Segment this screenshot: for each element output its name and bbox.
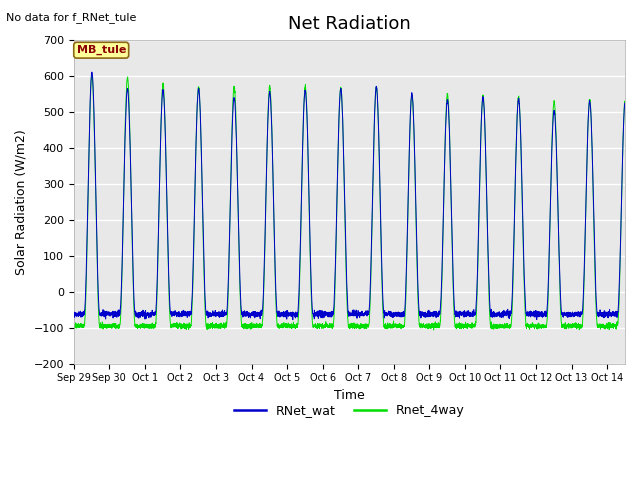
Title: Net Radiation: Net Radiation [288, 15, 411, 33]
Y-axis label: Solar Radiation (W/m2): Solar Radiation (W/m2) [15, 129, 28, 275]
X-axis label: Time: Time [334, 389, 365, 402]
Text: MB_tule: MB_tule [77, 45, 126, 55]
Text: No data for f_RNet_tule: No data for f_RNet_tule [6, 12, 137, 23]
Legend: RNet_wat, Rnet_4way: RNet_wat, Rnet_4way [229, 399, 469, 422]
